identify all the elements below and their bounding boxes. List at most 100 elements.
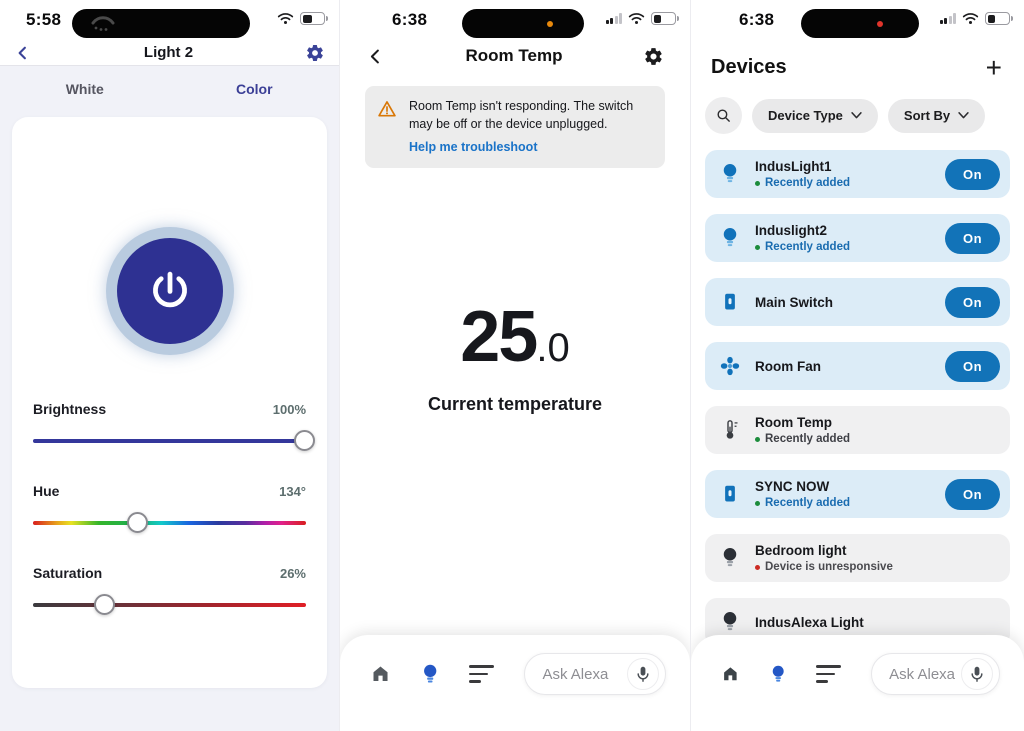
device-row-room-fan[interactable]: Room Fan On bbox=[705, 342, 1010, 390]
device-status: Recently added bbox=[765, 497, 850, 509]
control-card: Brightness 100% Hue 134° bbox=[12, 117, 327, 688]
sort-by-filter[interactable]: Sort By bbox=[887, 98, 986, 133]
lightbulb-nav-icon[interactable] bbox=[421, 662, 439, 686]
panel-room-temp: 6:38 Room Temp bbox=[339, 0, 690, 731]
page-title: Light 2 bbox=[143, 44, 194, 61]
temperature-caption: Current temperature bbox=[427, 394, 603, 414]
dynamic-island bbox=[462, 9, 584, 38]
device-name: Main Switch bbox=[755, 294, 834, 310]
sliders: Brightness 100% Hue 134° bbox=[33, 401, 315, 615]
device-type-filter[interactable]: Device Type bbox=[752, 98, 878, 133]
home-icon[interactable] bbox=[370, 662, 391, 686]
light-control-body: White Color bbox=[0, 66, 339, 731]
phone-call-icon bbox=[91, 16, 115, 31]
tab-white[interactable]: White bbox=[65, 81, 104, 97]
search-icon bbox=[717, 109, 730, 122]
battery-icon bbox=[985, 12, 1013, 25]
settings-gear-icon[interactable] bbox=[643, 46, 664, 67]
mode-tabs: White Color bbox=[0, 66, 339, 97]
toggle-on-button[interactable]: On bbox=[945, 222, 1000, 254]
status-time: 5:58 bbox=[26, 10, 62, 29]
device-row-main-switch[interactable]: Main Switch On bbox=[705, 278, 1010, 326]
wifi-icon bbox=[962, 13, 979, 25]
device-status: Recently added bbox=[765, 177, 850, 189]
saturation-label: Saturation bbox=[33, 565, 103, 581]
temperature-whole: 25 bbox=[460, 297, 538, 377]
warning-banner: Room Temp isn't responding. The switch m… bbox=[365, 86, 665, 168]
signal-bars-icon bbox=[939, 13, 956, 24]
status-time: 6:38 bbox=[739, 10, 775, 29]
ask-alexa-placeholder: Ask Alexa bbox=[889, 665, 956, 683]
toggle-on-button[interactable]: On bbox=[945, 478, 1000, 510]
brightness-label: Brightness bbox=[33, 401, 107, 417]
lightbulb-icon bbox=[717, 226, 743, 250]
ask-alexa-bar[interactable]: Ask Alexa bbox=[524, 653, 666, 695]
header: Room Temp bbox=[340, 40, 690, 72]
lightbulb-dark-icon bbox=[717, 610, 743, 634]
power-icon bbox=[152, 271, 187, 308]
status-dot bbox=[755, 564, 760, 570]
toggle-on-button[interactable]: On bbox=[945, 350, 1000, 382]
back-chevron-icon[interactable] bbox=[366, 47, 385, 66]
thermometer-icon bbox=[717, 418, 743, 442]
dynamic-island bbox=[72, 9, 250, 38]
signal-bars-icon bbox=[605, 13, 622, 24]
device-name: SYNC NOW bbox=[755, 479, 830, 494]
device-row-room-temp[interactable]: Room Temp Recently added bbox=[705, 406, 1010, 454]
saturation-slider-group: Saturation 26% bbox=[33, 565, 306, 615]
wifi-icon bbox=[277, 13, 294, 25]
home-icon[interactable] bbox=[721, 662, 740, 686]
device-status: Recently added bbox=[765, 241, 850, 253]
troubleshoot-link[interactable]: Help me troubleshoot bbox=[409, 140, 538, 154]
bottom-nav: Ask Alexa bbox=[691, 635, 1024, 731]
fan-icon bbox=[717, 355, 743, 377]
add-device-button[interactable]: + bbox=[985, 51, 1002, 83]
toggle-on-button[interactable]: On bbox=[945, 158, 1000, 190]
header: Light 2 bbox=[0, 40, 339, 65]
tab-color[interactable]: Color bbox=[235, 81, 273, 97]
device-name: IndusAlexa Light bbox=[755, 614, 864, 630]
mic-icon bbox=[637, 666, 649, 682]
device-name: Room Fan bbox=[755, 358, 821, 374]
saturation-thumb[interactable] bbox=[93, 594, 115, 615]
sort-by-label: Sort By bbox=[903, 108, 951, 123]
toggle-on-button[interactable]: On bbox=[945, 286, 1000, 318]
lightbulb-nav-icon[interactable] bbox=[770, 662, 786, 686]
mic-button[interactable] bbox=[961, 658, 993, 690]
dynamic-island bbox=[801, 9, 919, 38]
device-row-bedroom-light[interactable]: Bedroom light Device is unresponsive bbox=[705, 534, 1010, 582]
chevron-down-icon bbox=[851, 112, 862, 119]
device-row-induslight2[interactable]: Induslight2 Recently added On bbox=[705, 214, 1010, 262]
status-time: 6:38 bbox=[392, 10, 428, 29]
menu-lines-icon[interactable] bbox=[816, 665, 842, 683]
search-button[interactable] bbox=[705, 97, 742, 134]
header-divider bbox=[0, 65, 339, 66]
hue-label: Hue bbox=[33, 483, 60, 499]
brightness-thumb[interactable] bbox=[294, 430, 315, 451]
power-button[interactable] bbox=[116, 238, 223, 344]
status-bar: 6:38 bbox=[340, 0, 690, 40]
battery-icon bbox=[651, 12, 679, 25]
mic-button[interactable] bbox=[627, 658, 659, 690]
device-list: IndusLight1 Recently added On Induslight… bbox=[691, 134, 1024, 646]
menu-lines-icon[interactable] bbox=[469, 665, 495, 683]
saturation-track[interactable] bbox=[33, 594, 306, 615]
lightbulb-icon bbox=[717, 162, 743, 186]
device-row-sync-now[interactable]: SYNC NOW Recently added On bbox=[705, 470, 1010, 518]
camera-indicator-dot bbox=[547, 21, 554, 27]
warning-message: Room Temp isn't responding. The switch m… bbox=[409, 99, 634, 131]
status-dot bbox=[755, 436, 760, 442]
status-bar: 5:58 bbox=[0, 0, 339, 40]
settings-gear-icon[interactable] bbox=[305, 43, 325, 63]
hue-thumb[interactable] bbox=[126, 512, 148, 533]
back-chevron-icon[interactable] bbox=[14, 44, 32, 62]
device-row-induslight1[interactable]: IndusLight1 Recently added On bbox=[705, 150, 1010, 198]
switch-icon bbox=[717, 291, 743, 313]
brightness-track[interactable] bbox=[33, 430, 315, 451]
ask-alexa-bar[interactable]: Ask Alexa bbox=[871, 653, 1000, 695]
header: Devices + bbox=[691, 40, 1024, 83]
lightbulb-dark-icon bbox=[717, 546, 743, 570]
battery-icon bbox=[300, 12, 328, 25]
hue-track[interactable] bbox=[33, 512, 306, 533]
device-type-label: Device Type bbox=[768, 108, 843, 123]
